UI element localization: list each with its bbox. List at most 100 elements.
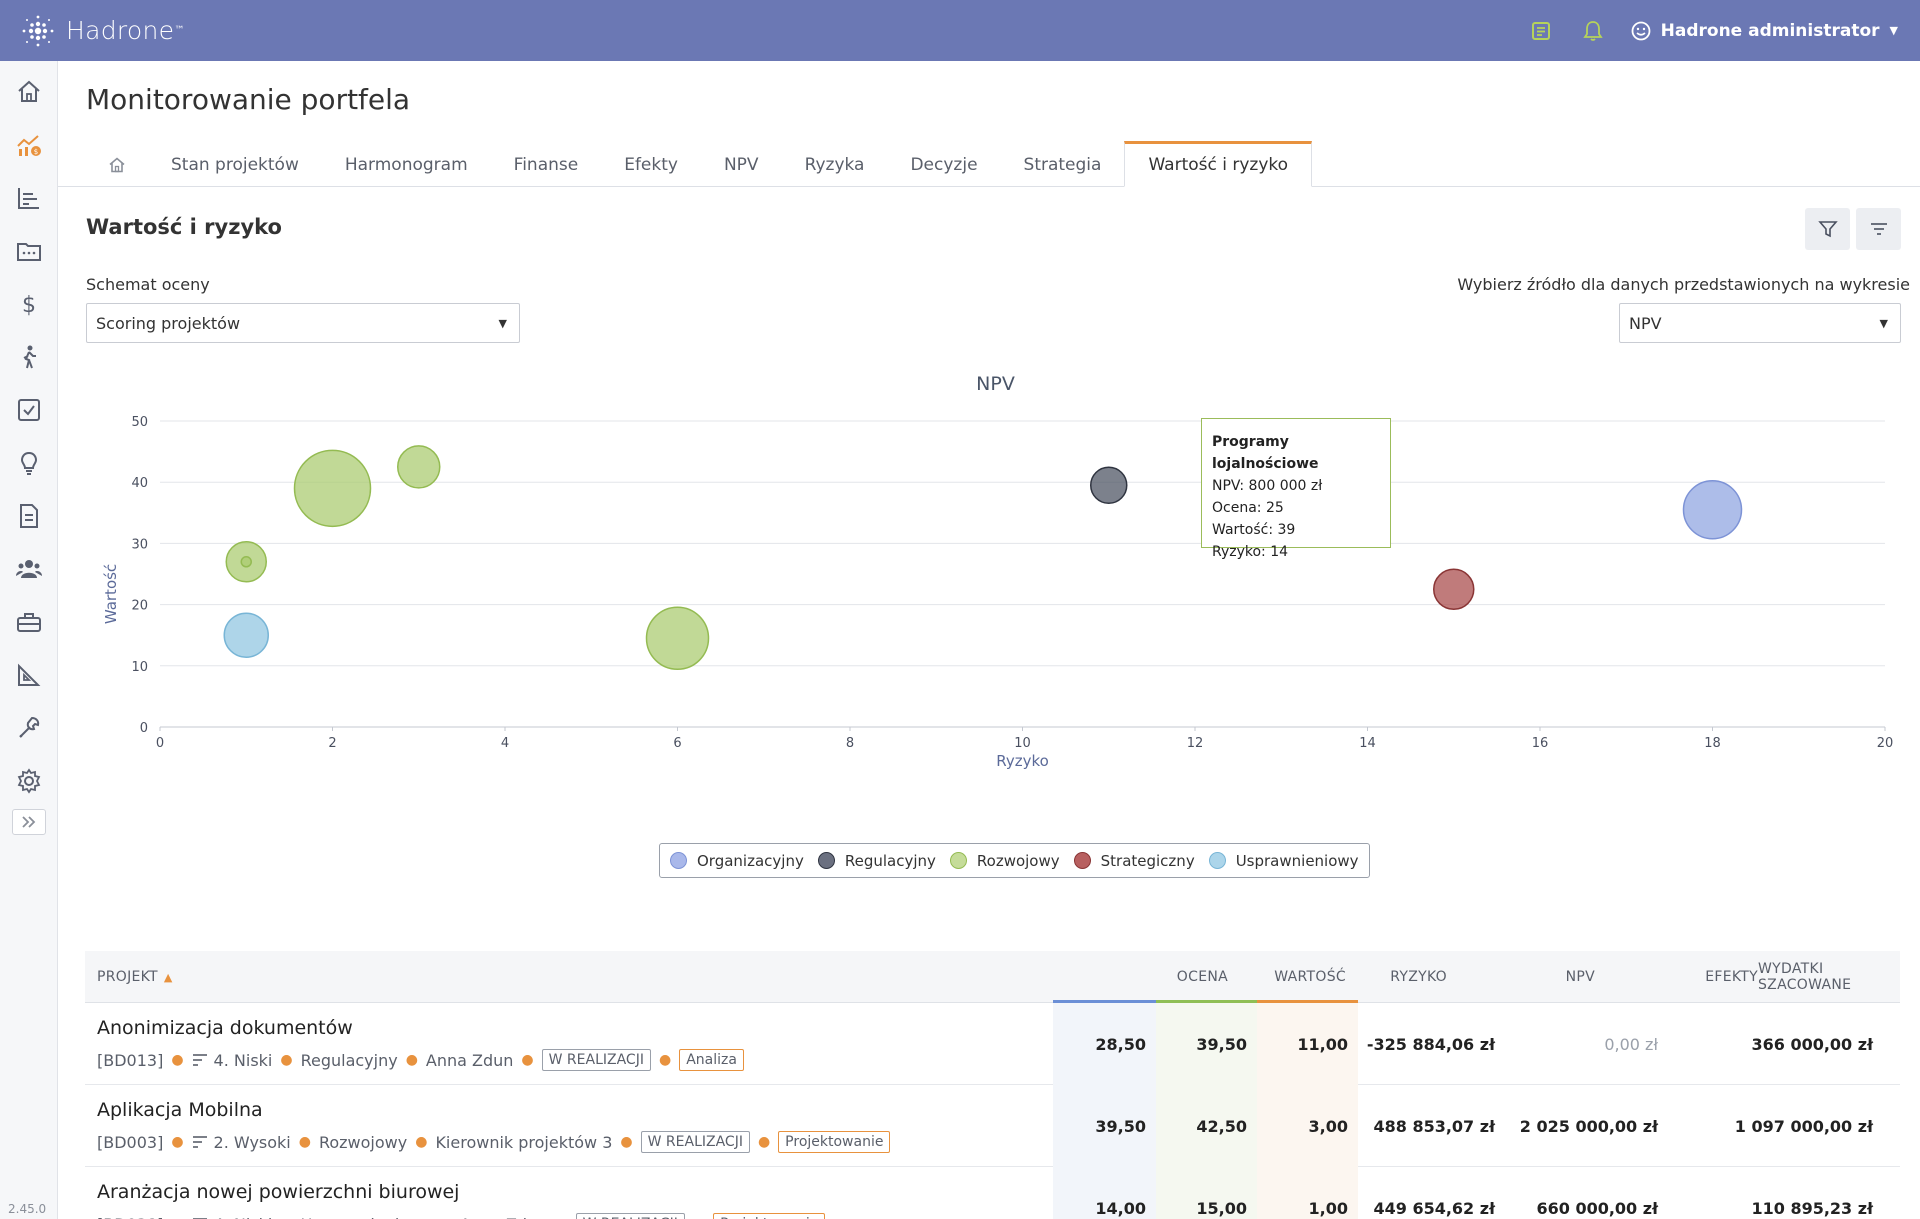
tab-strategia[interactable]: Strategia: [1023, 154, 1102, 175]
sidebar-reports-icon[interactable]: [0, 171, 58, 224]
status-badge: W REALIZACJI: [640, 1131, 750, 1153]
th-ryzyko[interactable]: RYZYKO: [1347, 951, 1447, 1003]
legend-item-organizacyjny[interactable]: Organizacyjny: [670, 852, 804, 870]
legend-item-rozwojowy[interactable]: Rozwojowy: [949, 852, 1060, 870]
tab-npv[interactable]: NPV: [723, 154, 759, 175]
bubble-rozwojowy: [645, 606, 710, 671]
sort-options-button[interactable]: [1856, 208, 1901, 250]
project-name[interactable]: Aranżacja nowej powierzchni biurowej: [97, 1181, 460, 1203]
th-efekty-label: EFEKTY: [1705, 969, 1758, 985]
sidebar-portfolio-icon[interactable]: $: [0, 118, 58, 171]
column-tint: [1257, 1167, 1358, 1219]
project-category: Usprawnieniowy: [301, 1215, 432, 1219]
notes-icon[interactable]: [1527, 17, 1555, 45]
source-select[interactable]: NPV ▼: [1619, 303, 1901, 343]
section-title: Wartość i ryzyko: [86, 215, 282, 239]
x-axis-label: Ryzyko: [996, 752, 1049, 770]
separator-dot-icon: ●: [757, 1134, 771, 1150]
x-tick-label: 12: [1187, 736, 1204, 751]
filter-button[interactable]: [1805, 208, 1850, 250]
y-axis-label: Wartość: [102, 564, 120, 624]
column-tint: [1257, 1003, 1358, 1085]
th-wartosc-label: WARTOŚĆ: [1274, 969, 1346, 985]
th-efekty[interactable]: EFEKTY: [1595, 951, 1758, 1003]
scheme-label: Schemat oceny: [86, 275, 210, 294]
project-category: Regulacyjny: [300, 1050, 398, 1070]
double-chevron-right-icon: [22, 816, 36, 828]
sidebar-person-walking-icon[interactable]: [0, 330, 58, 383]
project-code: [BD038]: [97, 1215, 163, 1219]
separator-dot-icon: ●: [555, 1216, 567, 1219]
cell-npv: -325 884,06 zł: [1366, 1034, 1495, 1054]
tab-finanse[interactable]: Finanse: [513, 154, 579, 175]
bubble-rozwojowy: [293, 449, 372, 528]
th-ocena[interactable]: OCENA: [1053, 951, 1228, 1003]
tab-home[interactable]: [86, 142, 148, 187]
app-name: Hadrone: [66, 16, 175, 45]
legend-item-regulacyjny[interactable]: Regulacyjny: [817, 852, 936, 870]
th-wartosc[interactable]: WARTOŚĆ: [1245, 951, 1346, 1003]
phase-badge: Analiza: [679, 1049, 744, 1071]
sidebar-finance-dollar-icon[interactable]: $: [0, 277, 58, 330]
bell-icon[interactable]: [1579, 17, 1607, 45]
table-row[interactable]: Anonimizacja dokumentów [BD013] ● 4. Niski ●…: [85, 1003, 1900, 1085]
cell-npv: 449 654,62 zł: [1373, 1198, 1495, 1218]
tab-wartosc-i-ryzyko[interactable]: Wartość i ryzyko: [1124, 141, 1313, 187]
x-tick-label: 14: [1359, 736, 1376, 751]
table-row[interactable]: Aranżacja nowej powierzchni biurowej [BD0…: [85, 1167, 1900, 1219]
tab-efekty[interactable]: Efekty: [624, 154, 678, 175]
sidebar-projects-folder-icon[interactable]: [0, 224, 58, 277]
table-body: Anonimizacja dokumentów [BD013] ● 4. Niski ●…: [85, 1003, 1900, 1219]
y-tick-label: 40: [131, 476, 148, 491]
sidebar-tasks-checkbox-icon[interactable]: [0, 383, 58, 436]
th-npv[interactable]: NPV: [1447, 951, 1595, 1003]
legend-item-strategiczny[interactable]: Strategiczny: [1073, 852, 1195, 870]
app-logo[interactable]: Hadrone ™: [18, 11, 184, 51]
column-tint: [1156, 1003, 1257, 1085]
filter-funnel-icon: [1817, 221, 1838, 238]
app-version: 2.45.0: [8, 1202, 47, 1216]
tab-ryzyka[interactable]: Ryzyka: [804, 154, 865, 175]
sidebar-team-users-icon[interactable]: [0, 542, 58, 595]
project-priority: 4. Niski: [213, 1050, 273, 1070]
y-tick-label: 30: [131, 537, 148, 552]
x-tick-label: 18: [1704, 736, 1721, 751]
projects-table: PROJEKT ▲ OCENA WARTOŚĆ RYZYKO NPV EFEKTY…: [85, 951, 1900, 1219]
sidebar-expand-button[interactable]: [12, 809, 46, 835]
sidebar-ideas-lightbulb-icon[interactable]: [0, 436, 58, 489]
sidebar-home-icon[interactable]: [0, 65, 58, 118]
x-tick-label: 8: [846, 736, 854, 751]
user-menu[interactable]: Hadrone administrator ▼: [1631, 21, 1898, 41]
tab-stan-projektow[interactable]: Stan projektów: [171, 154, 299, 175]
th-npv-label: NPV: [1565, 969, 1595, 985]
project-name[interactable]: Anonimizacja dokumentów: [97, 1017, 353, 1039]
top-bar: Hadrone ™ Hadrone administrator ▼: [0, 0, 1920, 61]
chevron-down-icon: ▼: [1889, 24, 1898, 37]
y-tick-label: 50: [131, 415, 148, 430]
th-wydatki[interactable]: WYDATKI SZACOWANE: [1758, 951, 1888, 1003]
chevron-down-icon: ▼: [498, 317, 507, 330]
ocena-column-bar: [1053, 1000, 1156, 1003]
legend-marker: [1073, 852, 1091, 869]
project-meta: [BD038] ● 4. Niski ● Usprawnieniowy ● Anna Zdu…: [97, 1213, 826, 1219]
legend-item-usprawnieniowy[interactable]: Usprawnieniowy: [1208, 852, 1359, 870]
bubble-regulacyjny: [1090, 466, 1128, 505]
project-manager: Anna Zdun: [460, 1215, 548, 1219]
tab-harmonogram[interactable]: Harmonogram: [344, 154, 468, 175]
sidebar-documents-icon[interactable]: [0, 489, 58, 542]
sidebar-settings-gear-icon[interactable]: [0, 754, 58, 807]
separator-dot-icon: ●: [171, 1052, 184, 1068]
project-priority: 2. Wysoki: [213, 1132, 291, 1152]
th-projekt[interactable]: PROJEKT ▲: [97, 951, 173, 1003]
project-category: Rozwojowy: [318, 1132, 408, 1152]
tab-decyzje[interactable]: Decyzje: [910, 154, 978, 175]
table-row[interactable]: Aplikacja Mobilna [BD003] ● 2. Wysoki ● Rozwo…: [85, 1085, 1900, 1167]
column-tint: [1053, 1167, 1156, 1219]
sidebar-analytics-ruler-icon[interactable]: [0, 648, 58, 701]
column-tint: [1053, 1003, 1156, 1085]
sidebar-tools-wrench-icon[interactable]: [0, 701, 58, 754]
sidebar-toolbox-icon[interactable]: [0, 595, 58, 648]
th-projekt-label: PROJEKT: [97, 969, 158, 985]
project-name[interactable]: Aplikacja Mobilna: [97, 1099, 263, 1121]
scheme-select[interactable]: Scoring projektów ▼: [86, 303, 520, 343]
